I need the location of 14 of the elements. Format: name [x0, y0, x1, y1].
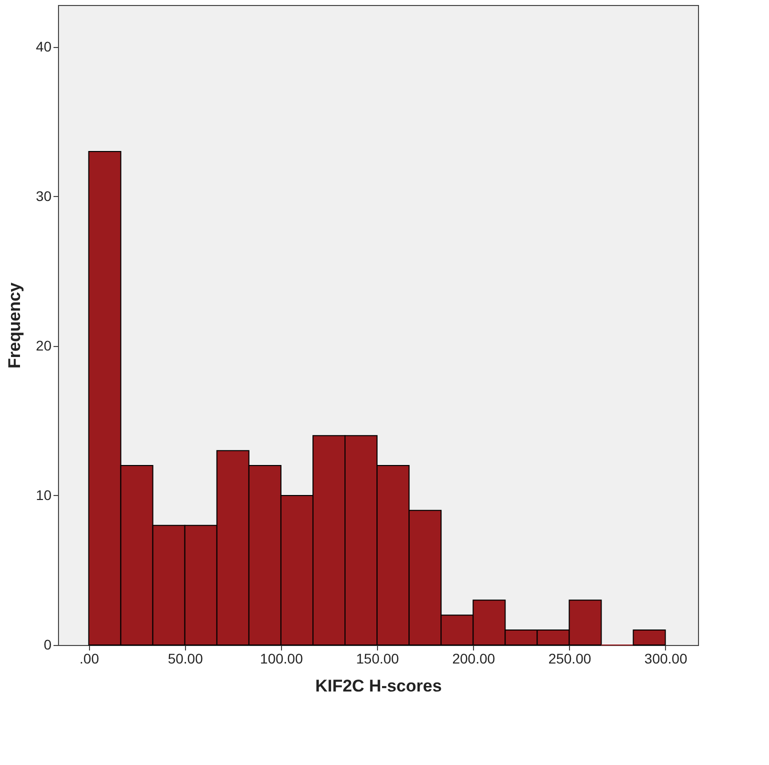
y-tick-label: 0 — [44, 636, 52, 652]
x-tick-label: 300.00 — [644, 650, 688, 666]
x-tick-label: 200.00 — [452, 650, 496, 666]
x-axis-title: KIF2C H-scores — [315, 676, 442, 696]
y-tick-label: 10 — [36, 486, 52, 503]
y-tick-label: 40 — [36, 38, 52, 54]
y-axis-title: Frequency — [4, 282, 24, 368]
x-tick-label: 100.00 — [260, 650, 304, 666]
x-tick-label: 50.00 — [168, 650, 204, 666]
x-tick-label: 250.00 — [548, 650, 592, 666]
y-tick-label: 20 — [36, 337, 52, 354]
y-tick-label: 30 — [36, 188, 52, 204]
x-tick-label: .00 — [80, 650, 100, 666]
x-tick-label: 150.00 — [356, 650, 400, 666]
